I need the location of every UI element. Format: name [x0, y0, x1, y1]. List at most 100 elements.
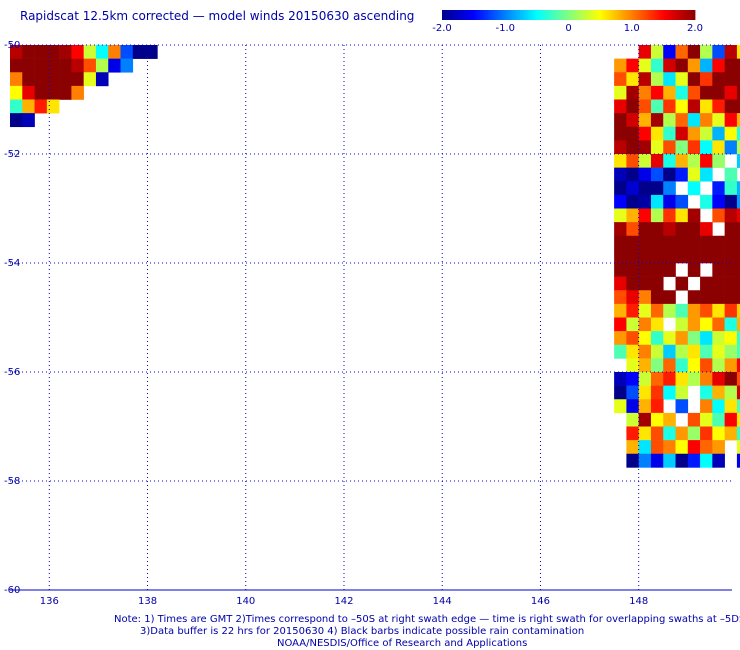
heatmap-cell [614, 154, 627, 168]
heatmap-cell [59, 58, 72, 73]
heatmap-cell [712, 72, 725, 87]
heatmap-cell [46, 58, 60, 73]
heatmap-cell [724, 331, 738, 346]
colorbar-segment [450, 10, 453, 20]
heatmap-cell [736, 181, 740, 196]
heatmap-cell [736, 154, 740, 168]
heatmap-cell [700, 317, 713, 332]
y-tick-label: -58 [4, 476, 20, 487]
heatmap-cell [614, 303, 627, 318]
heatmap-cell [675, 208, 689, 223]
heatmap-cell [736, 290, 740, 305]
x-tick-label: 144 [433, 596, 452, 607]
colorbar-segment [570, 10, 574, 20]
heatmap-cell [712, 194, 725, 209]
heatmap-cell [638, 194, 652, 209]
colorbar-segment [551, 10, 555, 20]
heatmap-cell [712, 113, 725, 128]
heatmap-cell [626, 72, 639, 87]
colorbar-tick-label: 0 [565, 23, 571, 34]
colorbar-segment [501, 10, 504, 20]
heatmap-cell [736, 45, 740, 59]
colorbar-segment [621, 10, 624, 20]
heatmap-cell [638, 290, 652, 305]
heatmap-cell [95, 58, 109, 73]
colorbar-segment [444, 10, 447, 20]
colorbar-segment [644, 10, 647, 20]
colorbar-segment [616, 10, 620, 20]
heatmap-cell [700, 126, 713, 141]
heatmap-cell [71, 85, 84, 100]
x-tick-label: 140 [236, 596, 255, 607]
heatmap-cell [10, 58, 23, 73]
colorbar-segment [479, 10, 483, 20]
heatmap-cell [700, 167, 713, 182]
colorbar-segment [477, 10, 481, 20]
heatmap-cell [83, 72, 97, 87]
heatmap-cell [736, 385, 740, 400]
heatmap-cell [736, 426, 740, 441]
heatmap-cell [675, 249, 689, 264]
heatmap-cell [626, 276, 639, 291]
heatmap-cell [650, 222, 664, 237]
colorbar-segment [604, 10, 607, 20]
heatmap-cell [650, 358, 664, 373]
heatmap-cell [736, 72, 740, 87]
colorbar-segment [686, 10, 690, 20]
colorbar-segment [589, 10, 593, 20]
x-tick-label: 138 [138, 596, 157, 607]
heatmap-cell [95, 45, 109, 59]
heatmap-cell [614, 331, 627, 346]
colorbar-segment [591, 10, 595, 20]
colorbar-segment [536, 10, 540, 20]
heatmap-cell [675, 194, 689, 209]
heatmap-cell [650, 113, 664, 128]
heatmap-cell [638, 372, 652, 386]
colorbar-segment [528, 10, 531, 20]
colorbar-segment [627, 10, 631, 20]
heatmap-cell [712, 453, 725, 468]
heatmap-cell [650, 249, 664, 264]
heatmap-cell [626, 412, 639, 427]
heatmap-cell [638, 249, 652, 264]
heatmap-cell [614, 58, 627, 73]
heatmap-cell [663, 45, 676, 59]
colorbar-segment [566, 10, 569, 20]
heatmap-cell [22, 85, 35, 100]
heatmap-cell [736, 58, 740, 73]
heatmap-cell [712, 235, 725, 250]
heatmap-cell [71, 58, 84, 73]
heatmap-cell [83, 58, 97, 73]
colorbar-segment [515, 10, 519, 20]
colorbar-segment [684, 10, 687, 20]
heatmap-cell [663, 290, 676, 305]
heatmap-cell [687, 99, 701, 114]
heatmap-cell [132, 45, 146, 59]
heatmap-cell [700, 276, 713, 291]
colorbar-segment [463, 10, 466, 20]
heatmap-cell [663, 222, 676, 237]
heatmap-cell [675, 317, 689, 332]
heatmap-cell [614, 181, 627, 196]
colorbar-segment [667, 10, 671, 20]
colorbar-segment [555, 10, 559, 20]
colorbar-segment [543, 10, 546, 20]
heatmap-cell [736, 372, 740, 386]
colorbar-segment [532, 10, 536, 20]
colorbar-segment [625, 10, 628, 20]
heatmap-cell [71, 72, 84, 87]
colorbar-tick-label: 2.0 [687, 23, 703, 34]
heatmap-cell [663, 208, 676, 223]
y-tick-label: -52 [4, 149, 20, 160]
heatmap-cell [638, 45, 652, 59]
colorbar-segment [509, 10, 512, 20]
colorbar-segment [513, 10, 517, 20]
colorbar-segment [498, 10, 502, 20]
heatmap-cell [712, 99, 725, 114]
heatmap-cell [650, 126, 664, 141]
colorbar-segment [511, 10, 515, 20]
heatmap-cell [724, 99, 738, 114]
heatmap-cell [59, 85, 72, 100]
heatmap-cell [687, 331, 701, 346]
heatmap-cell [712, 154, 725, 168]
